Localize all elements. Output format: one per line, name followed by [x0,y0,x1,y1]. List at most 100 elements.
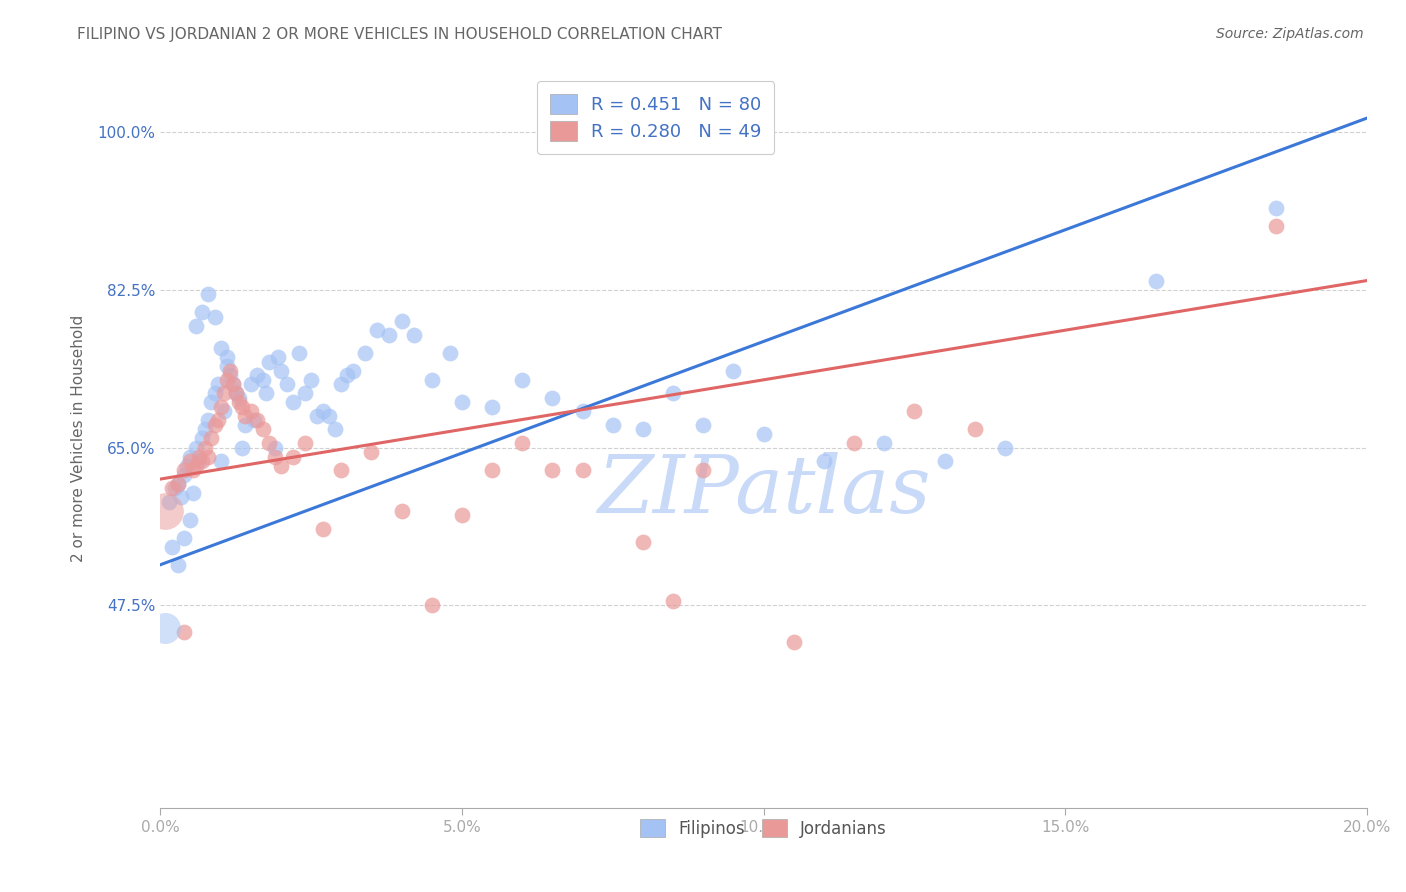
Point [263,450,285,464]
Point [842,436,865,450]
Point [571,404,593,418]
Point [257,436,280,450]
Point [1265,202,1288,216]
Point [312,522,335,536]
Point [1144,274,1167,288]
Point [215,373,238,387]
Point [963,422,986,436]
Point [207,377,229,392]
Point [191,454,214,468]
Point [204,417,226,432]
Point [209,400,232,414]
Point [510,436,533,450]
Point [173,625,195,640]
Point [246,368,269,383]
Point [391,503,413,517]
Point [294,386,316,401]
Point [215,359,238,374]
Point [215,351,238,365]
Point [228,391,250,405]
Point [481,400,503,414]
Point [153,621,176,635]
Point [165,481,187,495]
Point [233,409,256,423]
Point [167,476,190,491]
Point [197,413,219,427]
Point [191,305,214,319]
Point [378,327,401,342]
Point [692,417,714,432]
Point [179,513,201,527]
Point [233,417,256,432]
Point [481,463,503,477]
Point [323,422,346,436]
Point [354,345,377,359]
Point [263,441,285,455]
Point [281,450,304,464]
Point [200,432,222,446]
Point [873,436,896,450]
Point [153,503,176,517]
Text: ZIPatlas: ZIPatlas [596,451,931,529]
Point [212,386,235,401]
Point [288,345,311,359]
Point [209,341,232,355]
Point [188,454,211,468]
Point [994,441,1017,455]
Point [179,450,201,464]
Point [420,599,443,613]
Point [360,445,382,459]
Point [281,395,304,409]
Point [225,386,247,401]
Point [173,463,195,477]
Point [183,485,205,500]
Point [173,467,195,482]
Point [186,441,208,455]
Point [167,476,190,491]
Point [662,594,685,608]
Point [631,535,654,549]
Point [420,373,443,387]
Point [541,463,564,477]
Point [186,458,208,473]
Text: FILIPINO VS JORDANIAN 2 OR MORE VEHICLES IN HOUSEHOLD CORRELATION CHART: FILIPINO VS JORDANIAN 2 OR MORE VEHICLES… [77,27,723,42]
Point [270,458,292,473]
Point [191,432,214,446]
Point [571,463,593,477]
Point [173,531,195,545]
Point [231,441,253,455]
Point [270,364,292,378]
Point [342,364,364,378]
Point [903,404,925,418]
Point [194,422,217,436]
Point [252,373,274,387]
Point [366,323,388,337]
Point [167,558,190,572]
Text: Source: ZipAtlas.com: Source: ZipAtlas.com [1216,27,1364,41]
Point [294,436,316,450]
Point [692,463,714,477]
Point [450,395,472,409]
Point [225,386,247,401]
Point [242,413,264,427]
Point [231,400,253,414]
Point [221,377,243,392]
Point [723,364,745,378]
Point [162,540,184,554]
Point [239,377,262,392]
Point [541,391,564,405]
Point [662,386,685,401]
Point [204,386,226,401]
Point [179,454,201,468]
Point [162,481,184,495]
Point [439,345,461,359]
Point [782,634,804,648]
Legend: Filipinos, Jordanians: Filipinos, Jordanians [634,813,894,845]
Point [299,373,322,387]
Point [221,377,243,392]
Point [330,463,353,477]
Point [813,454,835,468]
Point [194,441,217,455]
Point [307,409,329,423]
Point [1265,219,1288,234]
